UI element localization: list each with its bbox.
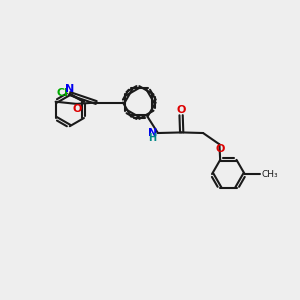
Text: H: H (148, 134, 157, 143)
Text: N: N (65, 84, 75, 94)
Text: O: O (72, 104, 82, 114)
Text: O: O (215, 144, 225, 154)
Text: O: O (176, 105, 186, 116)
Text: CH₃: CH₃ (261, 169, 278, 178)
Text: Cl: Cl (57, 88, 69, 98)
Text: N: N (148, 128, 157, 138)
